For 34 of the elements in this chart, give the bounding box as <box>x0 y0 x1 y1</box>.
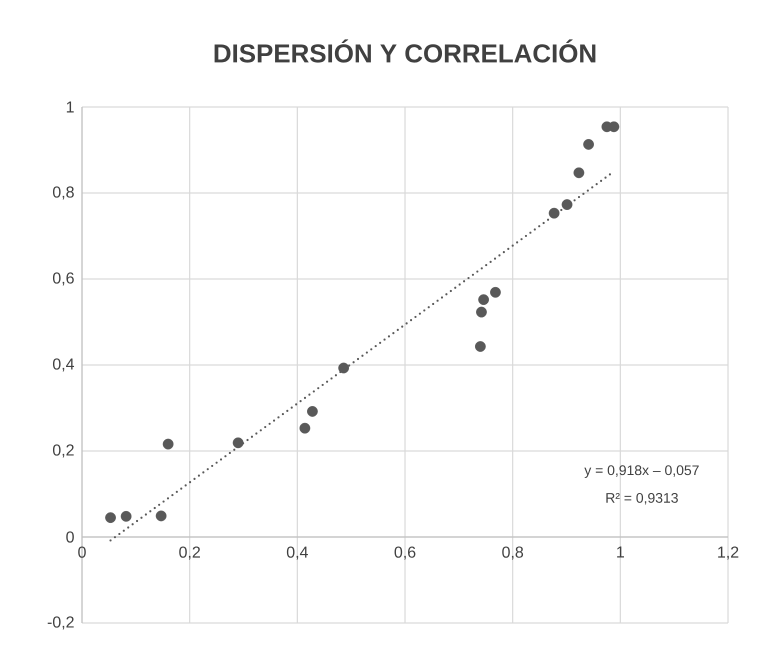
y-tick-label: 1 <box>66 101 74 112</box>
point <box>156 510 167 522</box>
point <box>490 286 501 298</box>
x-tick-label: 0,4 <box>286 546 308 560</box>
point <box>562 199 572 210</box>
point <box>338 362 350 374</box>
y-tick-label: 0,2 <box>52 444 74 458</box>
y-tick-label: 0 <box>66 531 74 543</box>
point <box>232 437 244 448</box>
y-tick-label: 0,6 <box>52 272 74 286</box>
y-tick-label: -0,2 <box>48 616 74 630</box>
x-tick-label: 1 <box>617 546 624 558</box>
point <box>583 139 594 150</box>
point <box>608 121 620 132</box>
point <box>476 306 487 318</box>
annotation: y = 0,918x – 0,057 <box>584 465 699 478</box>
annotation: R² = 0,9313 <box>606 492 678 504</box>
y-tick-label: 0,8 <box>52 186 74 200</box>
x-tick-label: 0 <box>78 546 86 558</box>
x-tick-label: 0,8 <box>502 546 524 560</box>
point <box>105 512 116 524</box>
point <box>299 422 310 434</box>
point <box>548 208 560 219</box>
x-tick-label: 0,2 <box>179 546 200 560</box>
point <box>307 406 318 417</box>
y-tick-label: 0,4 <box>52 358 74 372</box>
point <box>574 167 584 178</box>
point <box>120 510 132 522</box>
x-tick-label: 1,2 <box>718 546 738 560</box>
point <box>478 294 489 305</box>
point <box>474 341 486 352</box>
chart-title: DISPERSIÓN Y CORRELACIÓN <box>214 39 596 63</box>
x-tick-label: 0,6 <box>394 546 416 560</box>
point <box>162 438 174 450</box>
